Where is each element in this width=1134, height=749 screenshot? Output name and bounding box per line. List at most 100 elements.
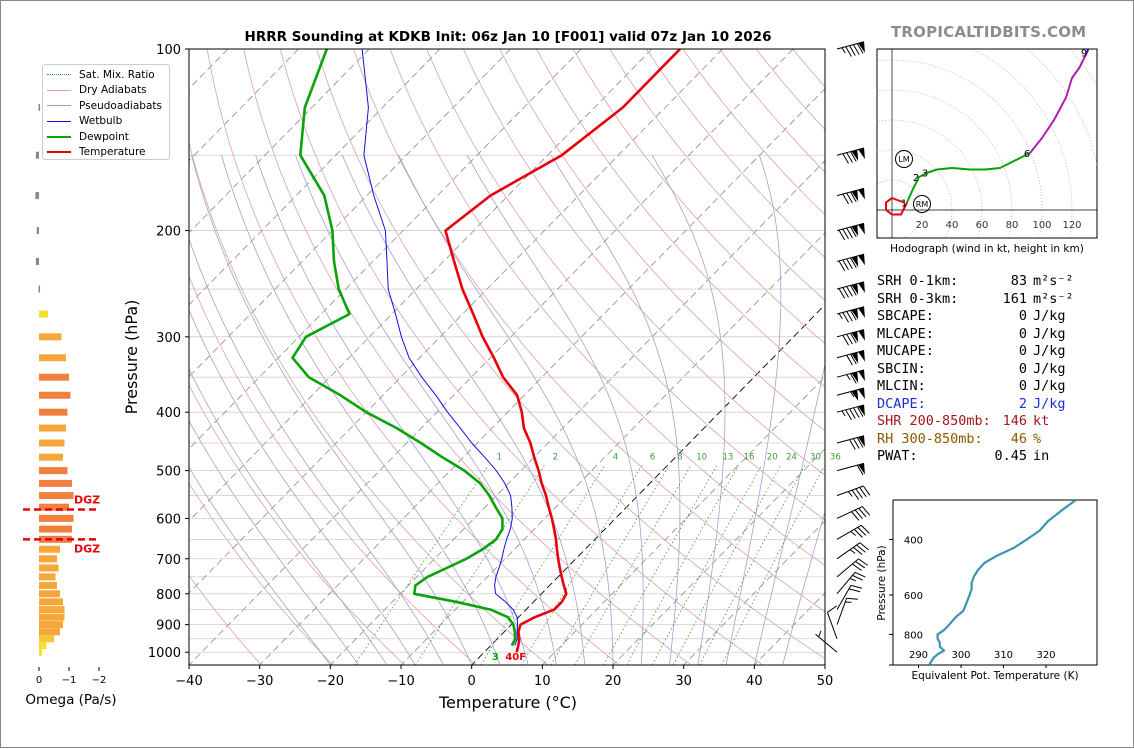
wind-barb xyxy=(837,351,867,369)
barb-staff xyxy=(816,634,837,652)
omega-bar xyxy=(39,582,57,589)
mixing-ratio-label: 36 xyxy=(830,452,841,462)
barb-half xyxy=(842,410,845,416)
omega-bar xyxy=(39,480,72,487)
stat-unit: J/kg xyxy=(1033,343,1066,361)
stat-unit: J/kg xyxy=(1033,308,1066,326)
theta-e-x-tick-label: 290 xyxy=(909,650,928,661)
stat-value: 0.45 xyxy=(877,448,1027,466)
wind-barb xyxy=(837,436,867,454)
wind-barbs xyxy=(816,42,870,652)
x-tick-label: −40 xyxy=(175,674,202,689)
y-tick-label: 1000 xyxy=(148,646,181,661)
stat-value: 0 xyxy=(877,326,1027,344)
wind-barb xyxy=(816,630,841,653)
moist-adiabat xyxy=(754,155,851,665)
stat-unit: % xyxy=(1033,431,1041,449)
moist-adiabat xyxy=(342,155,584,665)
omega-bar xyxy=(39,492,74,499)
omega-tick-label: −1 xyxy=(62,675,77,686)
hodograph-ring-label: 80 xyxy=(1006,220,1019,231)
omega-bar xyxy=(39,649,42,656)
y-tick-label: 400 xyxy=(156,406,181,421)
barb-half xyxy=(847,374,850,380)
barb-full xyxy=(859,507,866,518)
barb-full xyxy=(854,528,862,539)
moist-adiabat xyxy=(296,155,557,665)
dgz-label-bottom: DGZ xyxy=(74,542,100,555)
wind-barb xyxy=(837,405,867,423)
omega-bar xyxy=(39,311,48,318)
barb-flag xyxy=(858,282,867,294)
legend-label: Temperature xyxy=(79,146,146,158)
stat-unit: J/kg xyxy=(1033,396,1066,414)
legend-swatch xyxy=(47,136,71,138)
theta-e-x-label: Equivalent Pot. Temperature (K) xyxy=(911,670,1078,682)
y-axis-label: Pressure (hPa) xyxy=(122,300,141,415)
stat-unit: J/kg xyxy=(1033,361,1066,379)
mixing-ratio-label: 6 xyxy=(650,452,655,462)
omega-bar xyxy=(39,628,60,635)
barb-full xyxy=(861,524,869,535)
legend-swatch xyxy=(47,105,71,106)
omega-bar xyxy=(35,192,39,199)
legend-swatch xyxy=(47,90,71,91)
omega-bar xyxy=(39,104,41,111)
wind-barb xyxy=(837,188,867,206)
surface-temperature-label: 40F xyxy=(505,652,526,663)
x-tick-label: −30 xyxy=(246,674,273,689)
y-tick-label: 500 xyxy=(156,465,181,480)
barb-half xyxy=(848,491,852,497)
legend-swatch xyxy=(47,121,71,122)
barb-flag xyxy=(858,254,867,266)
theta-e-frame xyxy=(893,500,1097,665)
stat-value: 46 xyxy=(877,431,1027,449)
stat-row: RH 300-850mb:46% xyxy=(877,431,1092,449)
omega-bar xyxy=(39,467,68,474)
barb-flag xyxy=(858,330,867,342)
omega-bar xyxy=(39,598,63,605)
wind-barb xyxy=(837,388,867,406)
omega-bar xyxy=(39,333,62,340)
omega-bar xyxy=(39,425,66,432)
barb-full xyxy=(852,562,861,572)
legend-label: Sat. Mix. Ratio xyxy=(79,69,155,81)
omega-tick-label: 0 xyxy=(36,675,42,686)
hodograph-ring-label: 20 xyxy=(916,220,929,231)
barb-staff xyxy=(837,572,855,593)
barb-full xyxy=(852,510,859,521)
moist-adiabat xyxy=(78,155,330,665)
barb-full xyxy=(853,546,862,557)
barb-full xyxy=(855,559,864,569)
stat-value: 2 xyxy=(877,396,1027,414)
stat-unit: J/kg xyxy=(1033,378,1066,396)
dgz-label-top: DGZ xyxy=(74,494,100,507)
barb-flag xyxy=(858,223,867,235)
mixing-ratio-label: 20 xyxy=(767,452,778,462)
stat-unit: J/kg xyxy=(1033,326,1066,344)
omega-bar xyxy=(39,374,69,381)
omega-bar xyxy=(39,515,74,522)
omega-axis-label: Omega (Pa/s) xyxy=(25,692,116,708)
barb-staff xyxy=(827,612,837,638)
legend-item: Dry Adiabats xyxy=(47,83,169,99)
hodograph-height-label: 1 xyxy=(901,199,907,210)
mixing-ratio-label: 2 xyxy=(553,452,558,462)
x-tick-label: −10 xyxy=(387,674,414,689)
y-tick-label: 100 xyxy=(156,43,181,58)
barb-full xyxy=(855,509,862,520)
wind-barb xyxy=(837,595,858,628)
x-tick-label: −20 xyxy=(317,674,344,689)
mixing-ratio-label: 13 xyxy=(722,452,733,462)
barb-full xyxy=(826,606,837,613)
hodograph-height-label: 6 xyxy=(1024,149,1030,160)
barb-flag xyxy=(858,351,867,363)
wind-barb xyxy=(837,307,867,325)
